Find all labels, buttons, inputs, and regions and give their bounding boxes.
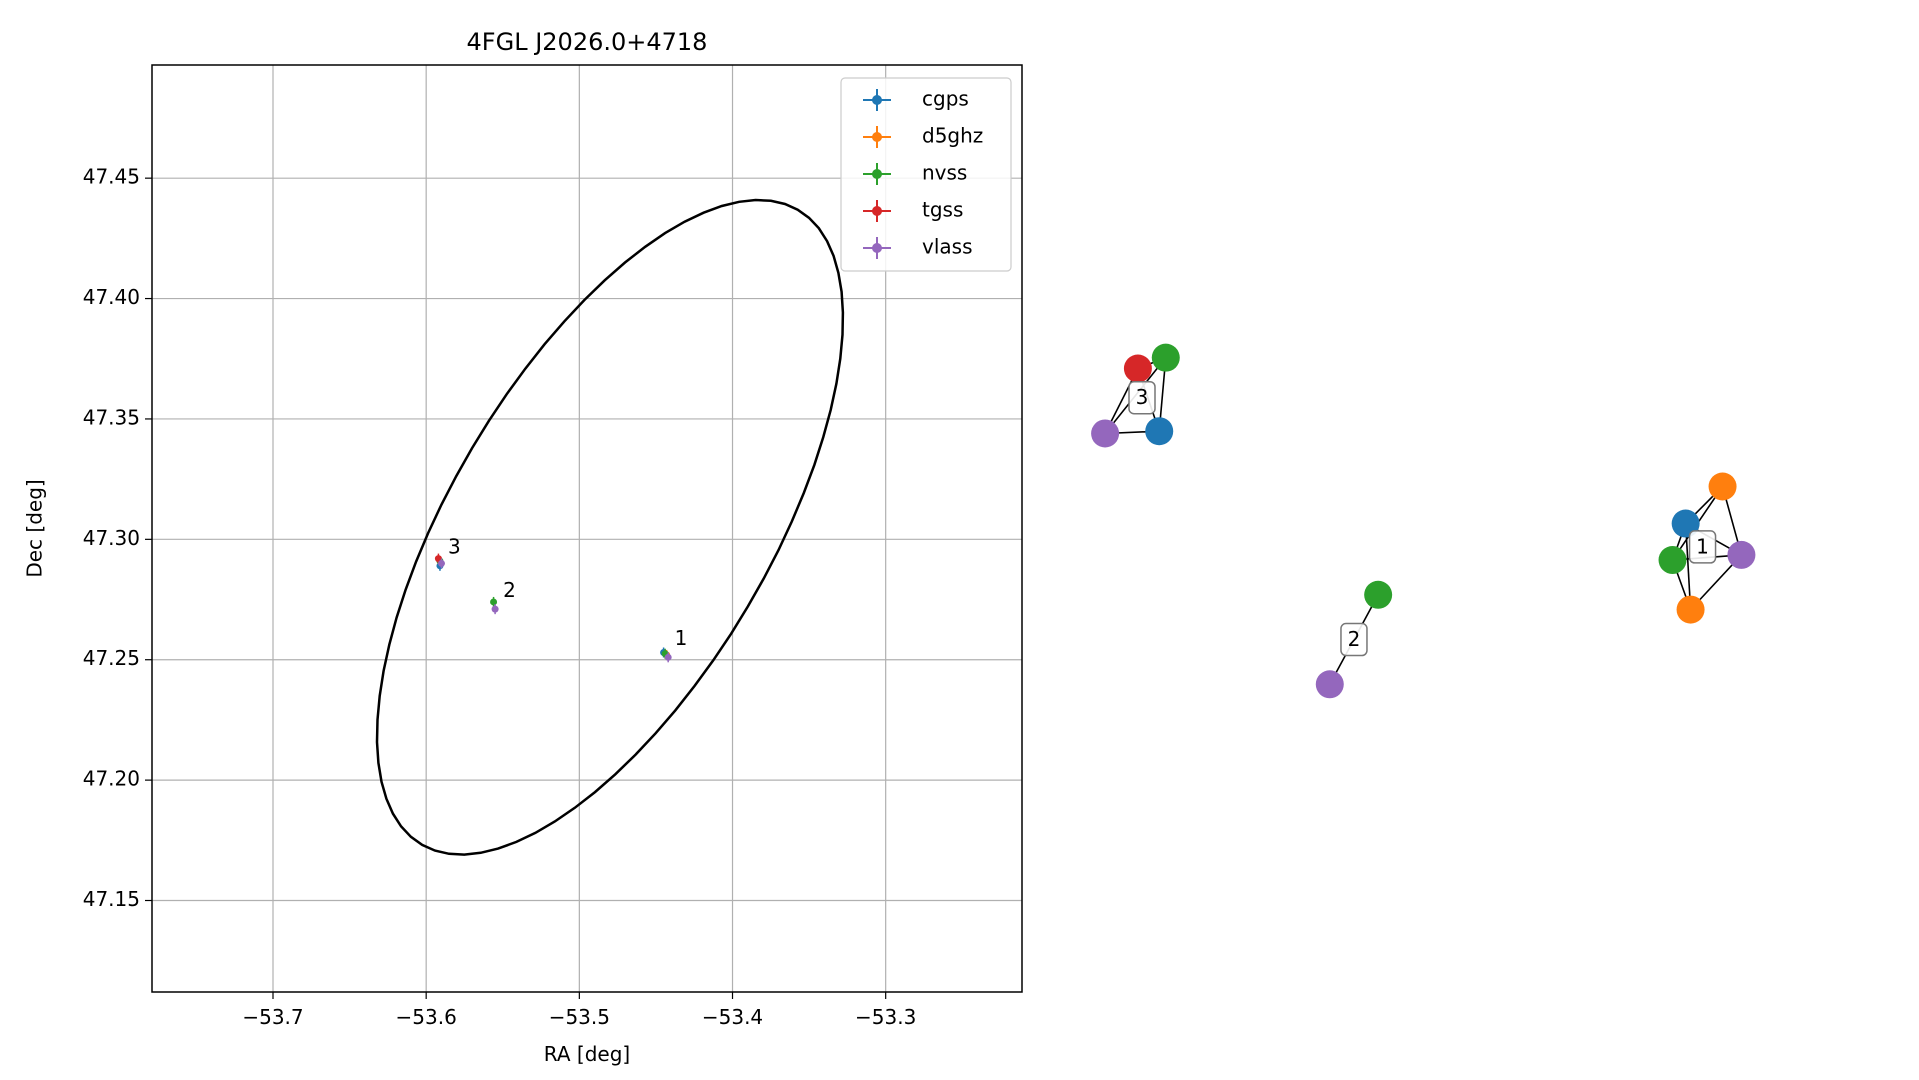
y-axis-ticks: 47.15 47.20 47.25 47.30 47.35 47.40 47.45 (83, 165, 152, 911)
grid-lines (152, 65, 1022, 992)
network-edge (1684, 523, 1692, 610)
d5ghz-node (1708, 472, 1737, 501)
legend-entry-nvss: nvss (922, 161, 967, 185)
cluster-label-box (1340, 622, 1368, 657)
vlass-node (1727, 540, 1756, 569)
x-axis-label: RA [deg] (544, 1042, 630, 1066)
y-tick-label: 47.30 (83, 526, 140, 550)
legend: cgps d5ghz nvss tgss vlass (840, 77, 1012, 272)
nvss-point (490, 598, 498, 606)
vlass-point (664, 653, 672, 661)
cluster-label-box (1128, 380, 1156, 415)
point-label: 3 (448, 534, 461, 558)
plot-frame (151, 64, 1023, 993)
legend-marker-dot (872, 95, 882, 105)
legend-box (840, 77, 1012, 272)
d5ghz-node (1676, 595, 1705, 624)
nvss-node (1658, 546, 1687, 575)
legend-entry-tgss: tgss (922, 198, 963, 222)
y-tick-label: 47.20 (83, 767, 140, 791)
y-tick-label: 47.15 (83, 887, 140, 911)
y-tick-label: 47.45 (83, 165, 140, 189)
x-tick-label: −53.7 (242, 1005, 303, 1029)
y-tick-label: 47.40 (83, 285, 140, 309)
chart-title: 4FGL J2026.0+4718 (467, 28, 708, 56)
tgss-node (1123, 354, 1152, 383)
legend-entry-cgps: cgps (922, 87, 969, 111)
vlass-node (1091, 419, 1120, 448)
nvss-node (1364, 580, 1393, 609)
x-tick-label: −53.5 (549, 1005, 610, 1029)
legend-marker-dot (872, 169, 882, 179)
cluster-label: 2 (1348, 627, 1361, 651)
x-axis-ticks: −53.7 −53.6 −53.5 −53.4 −53.3 (242, 992, 916, 1029)
legend-entry-vlass: vlass (922, 235, 973, 259)
vlass-point (437, 559, 445, 567)
cluster-label-box (1688, 530, 1717, 564)
network-panel: 3 2 1 (1091, 343, 1756, 699)
cluster-1: 1 (1658, 472, 1756, 624)
point-label: 2 (503, 578, 516, 602)
nvss-node (1151, 343, 1180, 372)
cgps-node (1145, 417, 1174, 446)
x-tick-label: −53.4 (702, 1005, 763, 1029)
legend-entry-d5ghz: d5ghz (922, 124, 983, 148)
x-tick-label: −53.3 (855, 1005, 916, 1029)
cluster-label: 1 (1696, 534, 1709, 558)
x-tick-label: −53.6 (396, 1005, 457, 1029)
vlass-node (1315, 670, 1344, 699)
cluster-3: 3 (1091, 343, 1180, 448)
y-axis-label: Dec [deg] (23, 479, 47, 577)
y-tick-label: 47.25 (83, 646, 140, 670)
ellipse-layer (375, 198, 845, 856)
vlass-point (491, 605, 499, 613)
legend-marker-dot (872, 132, 882, 142)
legend-marker-dot (872, 243, 882, 253)
cluster-label: 3 (1136, 385, 1149, 409)
cluster-2: 2 (1315, 580, 1393, 699)
scatter-panel: 4FGL J2026.0+4718 123 −53.7 −53.6 −53.5 −53… (23, 28, 1023, 1066)
uncertainty-ellipse (375, 198, 845, 856)
y-tick-label: 47.35 (83, 405, 140, 429)
point-label: 1 (675, 626, 688, 650)
legend-marker-dot (872, 206, 882, 216)
points-layer: 1 2 3 (434, 534, 688, 663)
